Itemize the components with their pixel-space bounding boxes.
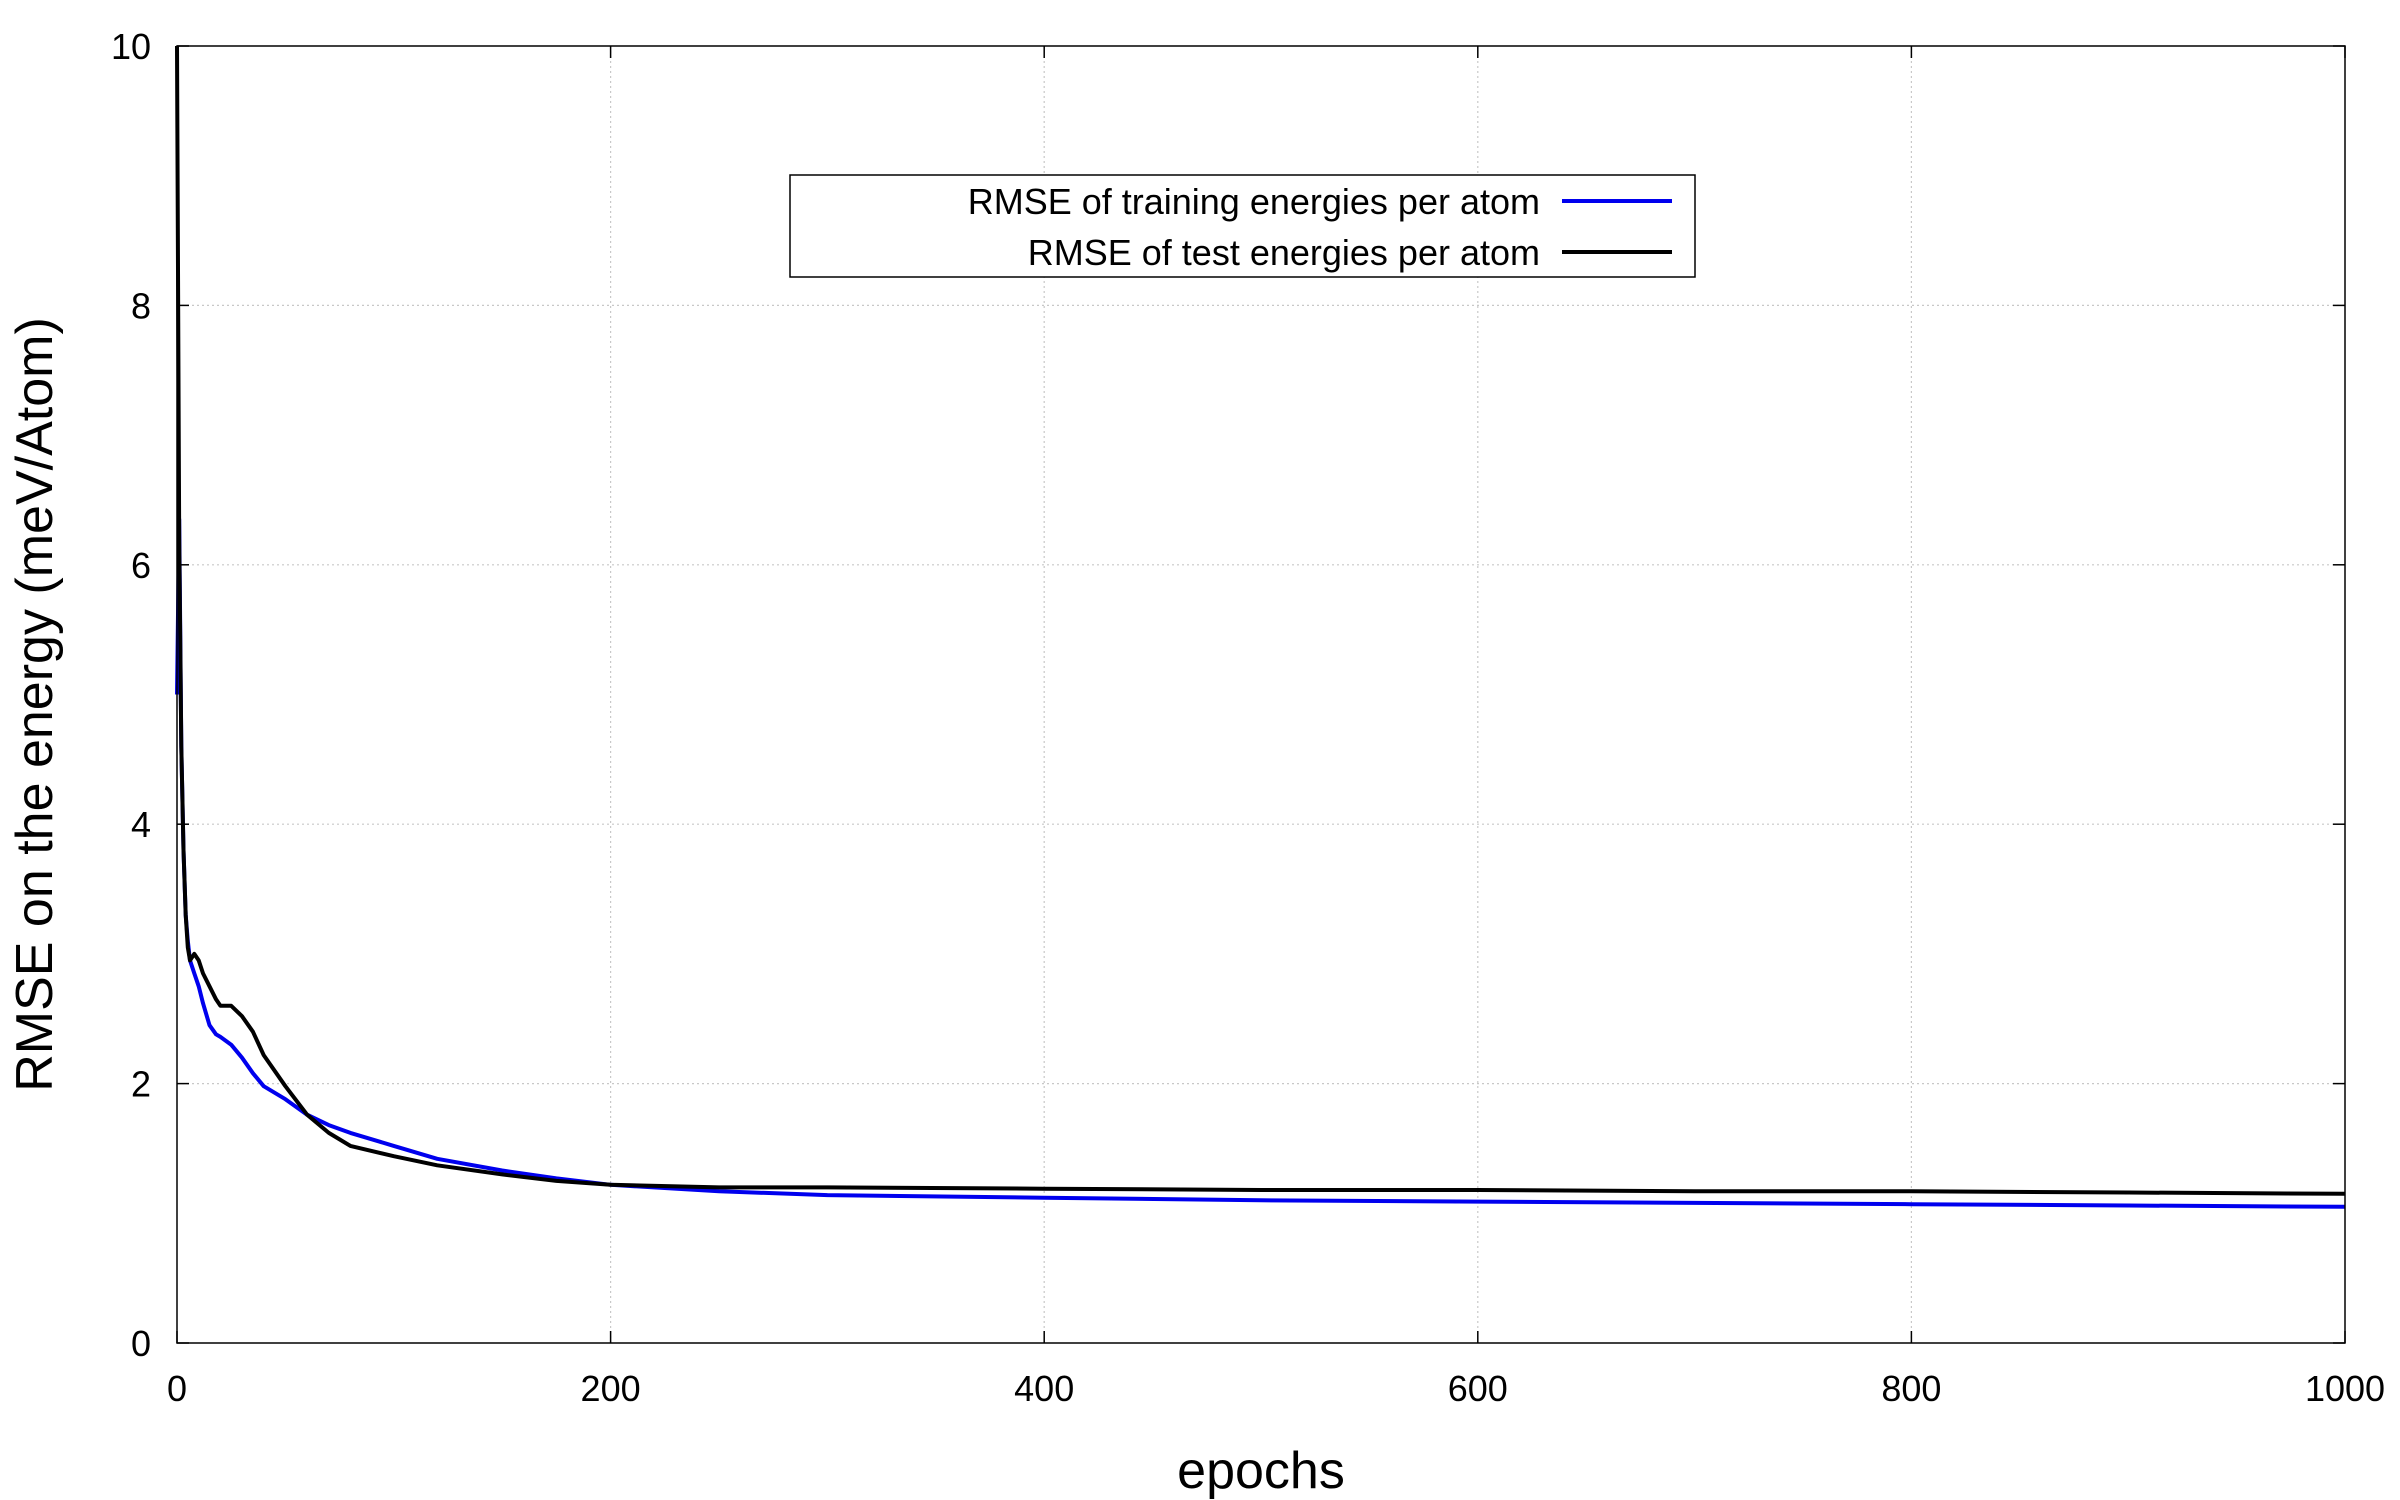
legend-entry-training: RMSE of training energies per atom [968, 181, 1540, 222]
x-axis-title: epochs [1177, 1442, 1345, 1500]
x-tick-label: 800 [1881, 1368, 1941, 1409]
series-lines [175, 45, 2346, 1209]
plot-frame [176, 45, 2346, 1344]
x-tick-label: 1000 [2305, 1368, 2385, 1409]
y-axis-title: RMSE on the energy (meV/Atom) [6, 317, 64, 1092]
legend: RMSE of training energies per atom RMSE … [789, 174, 1696, 278]
x-tick-label: 600 [1448, 1368, 1508, 1409]
axis-ticks: 0 200 400 600 800 1000 0 2 4 6 8 10 [111, 26, 2385, 1409]
y-tick-label: 4 [131, 804, 151, 845]
series-line-test [175, 45, 2346, 1196]
series-line-training [175, 517, 2346, 1209]
y-tick-label: 8 [131, 285, 151, 326]
y-tick-label: 2 [131, 1064, 151, 1105]
x-tick-label: 200 [581, 1368, 641, 1409]
x-tick-label: 400 [1014, 1368, 1074, 1409]
y-tick-label: 0 [131, 1323, 151, 1364]
legend-entry-test: RMSE of test energies per atom [1028, 232, 1540, 273]
legend-box [789, 174, 1696, 278]
y-tick-label: 6 [131, 545, 151, 586]
x-tick-label: 0 [167, 1368, 187, 1409]
y-tick-label: 10 [111, 26, 151, 67]
